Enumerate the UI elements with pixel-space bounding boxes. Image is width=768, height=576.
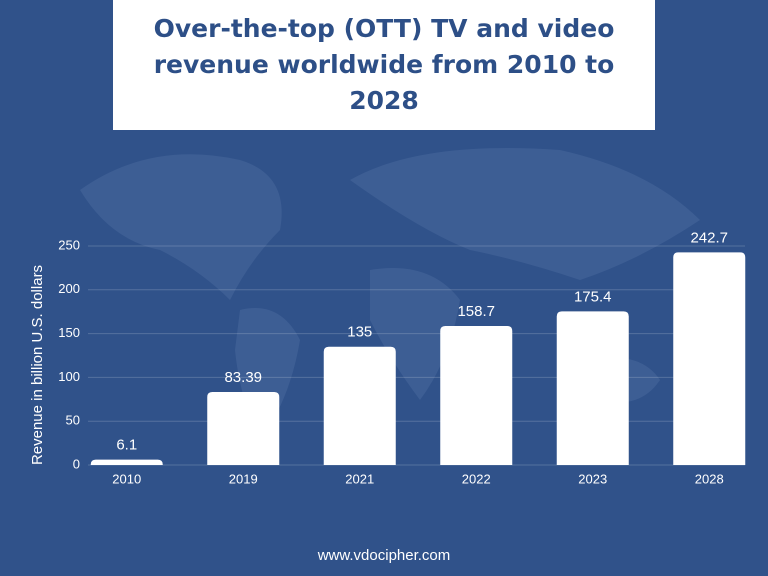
y-tick-label: 0	[73, 456, 80, 471]
footer: www.vdocipher.com	[317, 547, 451, 564]
title-box: Over-the-top (OTT) TV and video revenue …	[113, 0, 655, 130]
x-tick-label: 2022	[462, 471, 491, 486]
y-tick-label: 200	[58, 281, 80, 296]
y-tick-label: 250	[58, 237, 80, 252]
y-tick-label: 50	[66, 413, 80, 428]
value-label: 135	[347, 324, 372, 341]
chart-title: Over-the-top (OTT) TV and video revenue …	[153, 14, 615, 115]
bar	[90, 459, 163, 465]
x-tick-label: 2028	[695, 471, 724, 486]
bar	[440, 325, 513, 465]
value-label: 158.7	[457, 303, 495, 320]
y-axis-label: Revenue in billion U.S. dollars	[29, 265, 46, 465]
bar	[556, 311, 629, 465]
bar	[323, 346, 396, 465]
value-label: 83.39	[224, 369, 262, 386]
value-label: 175.4	[574, 288, 612, 305]
x-tick-label: 2021	[345, 471, 374, 486]
x-tick-label: 2023	[578, 471, 607, 486]
x-tick-label: 2019	[229, 471, 258, 486]
x-tick-label: 2010	[112, 471, 141, 486]
bar	[207, 391, 280, 465]
bar	[673, 252, 746, 465]
value-label: 6.1	[116, 437, 137, 454]
value-label: 242.7	[690, 229, 728, 246]
y-tick-label: 150	[58, 325, 80, 340]
y-tick-label: 100	[58, 369, 80, 384]
